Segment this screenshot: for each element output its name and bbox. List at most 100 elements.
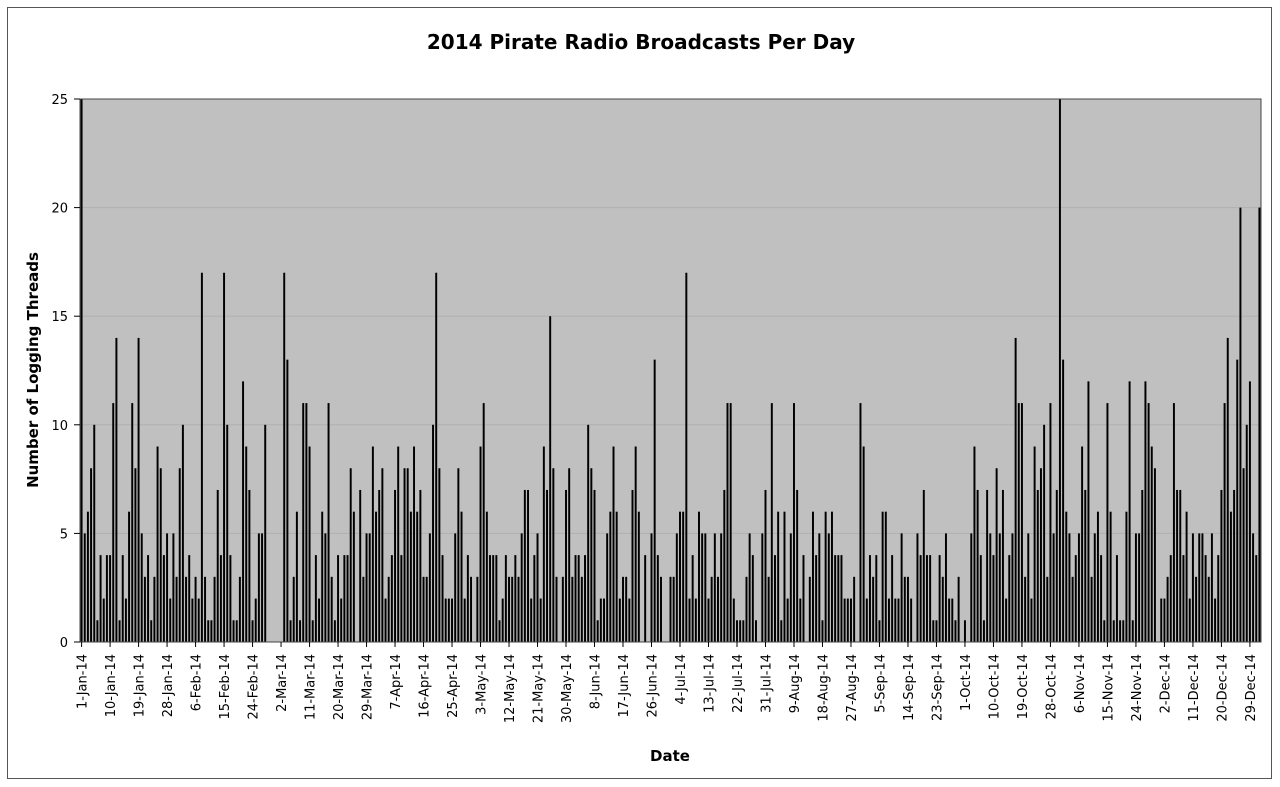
bar <box>337 555 340 642</box>
x-tick-label: 1-Jan-14 <box>76 654 91 709</box>
bar <box>1226 337 1229 642</box>
bar <box>707 598 710 642</box>
bar <box>416 511 419 642</box>
bar <box>359 489 362 642</box>
bar <box>761 533 764 642</box>
bar <box>1210 533 1213 642</box>
bar <box>1017 403 1020 642</box>
bar <box>1084 489 1087 642</box>
bar <box>568 468 571 642</box>
bar <box>504 555 507 642</box>
bar <box>1052 533 1055 642</box>
bar <box>1233 489 1236 642</box>
bar <box>941 576 944 642</box>
bar <box>720 533 723 642</box>
chart-frame <box>7 7 1272 779</box>
bar <box>454 533 457 642</box>
bar <box>1242 468 1245 642</box>
bar <box>188 555 191 642</box>
bar <box>1065 511 1068 642</box>
bar <box>460 511 463 642</box>
bar <box>175 576 178 642</box>
x-tick-label: 2-Mar-14 <box>275 654 290 712</box>
bar <box>112 403 115 642</box>
bar <box>248 489 251 642</box>
bar <box>128 511 131 642</box>
bar <box>561 576 564 642</box>
y-tick-label: 25 <box>51 93 68 108</box>
bar <box>242 381 245 642</box>
bar <box>865 598 868 642</box>
bar <box>878 620 881 642</box>
bar <box>827 533 830 642</box>
bar <box>938 555 941 642</box>
bar <box>571 576 574 642</box>
bar <box>1119 620 1122 642</box>
bar <box>1217 555 1220 642</box>
x-tick-label: 29-Mar-14 <box>361 654 376 720</box>
bar <box>1207 576 1210 642</box>
bar <box>603 598 605 642</box>
bar <box>172 533 175 642</box>
bar <box>511 576 514 642</box>
bar <box>796 489 799 642</box>
bar <box>314 555 317 642</box>
x-tick-label: 10-Jan-14 <box>104 654 119 717</box>
bar <box>751 555 754 642</box>
y-axis-ticks: 0 5 10 15 20 25 <box>51 93 80 651</box>
bar <box>185 576 188 642</box>
x-tick-label: 20-Dec-14 <box>1215 654 1230 722</box>
y-tick-label: 10 <box>51 419 68 434</box>
bar <box>789 533 792 642</box>
bar <box>150 620 153 642</box>
bar <box>682 511 685 642</box>
bar <box>986 489 989 642</box>
bar <box>1090 576 1093 642</box>
bar <box>935 620 938 642</box>
bar <box>599 598 602 642</box>
bar <box>1100 555 1103 642</box>
bar <box>1014 337 1017 642</box>
bar <box>232 620 235 642</box>
bar <box>463 598 466 642</box>
bar <box>210 620 213 642</box>
bar <box>555 576 558 642</box>
bar <box>143 576 146 642</box>
bar <box>93 424 96 642</box>
bar <box>470 576 473 642</box>
bar <box>973 446 976 642</box>
bar <box>204 576 207 642</box>
bar <box>862 446 865 642</box>
bar <box>289 620 292 642</box>
chart-title: 2014 Pirate Radio Broadcasts Per Day <box>427 30 855 54</box>
y-tick-label: 20 <box>51 202 68 217</box>
bar <box>609 511 612 642</box>
bar <box>745 576 748 642</box>
bar <box>736 620 738 642</box>
bar <box>906 576 909 642</box>
x-axis-ticks: 1-Jan-14 10-Jan-14 19-Jan-14 28-Jan-14 6-Feb… <box>76 642 1259 723</box>
bar <box>1033 446 1036 642</box>
bar <box>1163 598 1166 642</box>
bar <box>444 598 447 642</box>
bar <box>812 511 814 642</box>
bar <box>447 598 450 642</box>
bar <box>634 446 637 642</box>
bar <box>628 598 631 642</box>
bar <box>387 576 390 642</box>
bar <box>831 511 833 642</box>
bar <box>378 489 381 642</box>
x-tick-label: 5-Sep-14 <box>873 654 888 713</box>
bar <box>755 620 757 642</box>
bar <box>406 468 409 642</box>
bar <box>1024 576 1027 642</box>
bar <box>311 620 314 642</box>
bar <box>308 446 311 642</box>
bar <box>799 598 802 642</box>
bar <box>498 620 501 642</box>
x-tick-label: 12-May-14 <box>503 654 518 723</box>
bar <box>254 598 257 642</box>
bar <box>153 576 156 642</box>
bar <box>137 337 140 642</box>
bar <box>679 511 681 642</box>
